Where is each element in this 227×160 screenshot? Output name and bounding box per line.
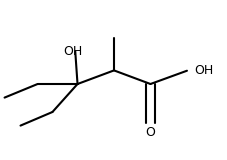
Text: O: O (145, 126, 155, 139)
Text: OH: OH (193, 64, 212, 77)
Text: OH: OH (63, 45, 82, 58)
